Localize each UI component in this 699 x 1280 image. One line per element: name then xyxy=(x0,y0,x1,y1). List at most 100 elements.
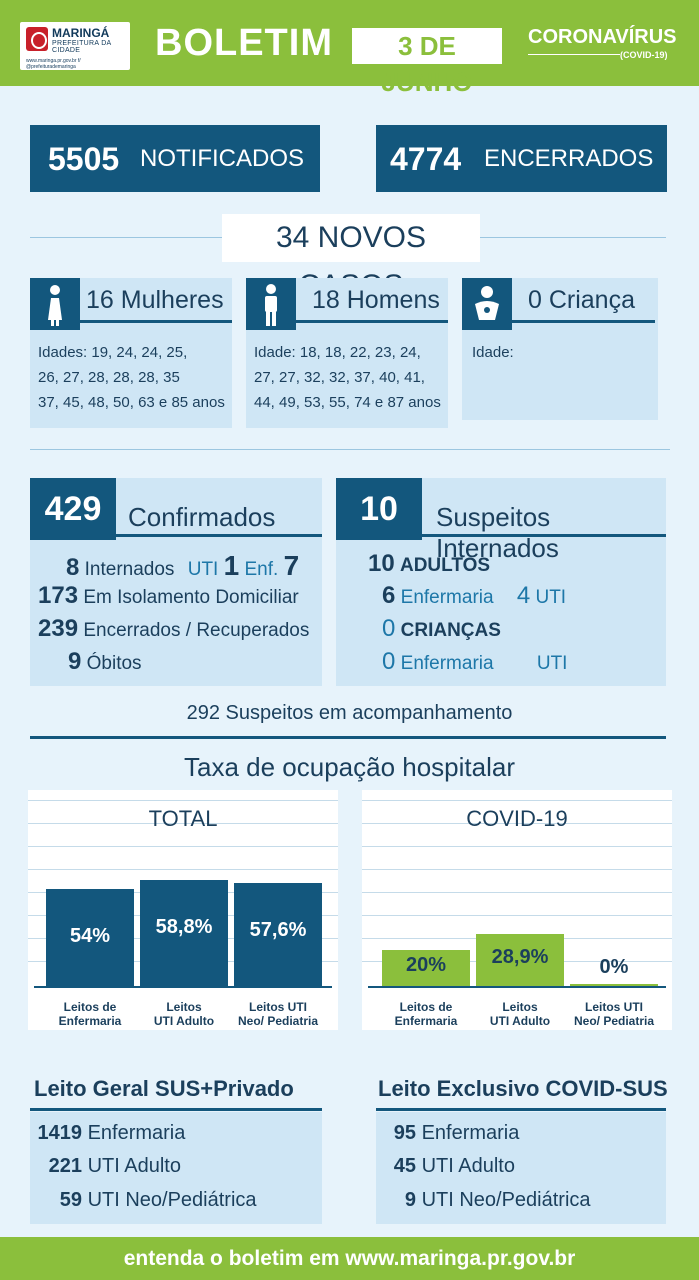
underline xyxy=(80,320,232,323)
ages-line: 44, 49, 53, 55, 74 e 87 anos xyxy=(254,394,441,411)
list-item: 95 Enfermaria xyxy=(376,1122,520,1145)
internados-label: Internados xyxy=(84,559,175,580)
criancas-susp-label: CRIANÇAS xyxy=(400,620,501,641)
adultos-enf-count: 6 xyxy=(382,582,396,609)
prefeitura-logo[interactable]: MARINGÁ PREFEITURA DA CIDADE www.maringa… xyxy=(20,22,130,70)
criancas-susp-count: 0 xyxy=(382,615,396,642)
uti-label: UTI xyxy=(187,559,219,580)
adultos-uti-label: UTI xyxy=(535,587,567,608)
recuperados-count: 239 xyxy=(38,615,79,642)
chart-title: COVID-19 xyxy=(466,806,568,831)
recuperados-row: 239 Encerrados / Recuperados xyxy=(38,615,309,643)
confirmados-count: 429 xyxy=(30,478,116,540)
chart-bar xyxy=(382,950,470,986)
underline xyxy=(512,320,655,323)
grid-line xyxy=(362,869,672,870)
grid-line xyxy=(362,823,672,824)
ages-line: 26, 27, 28, 28, 28, 35 xyxy=(38,369,180,386)
bar-value-label: 20% xyxy=(405,954,447,977)
bar-value-label: 57,6% xyxy=(249,918,307,941)
obitos-row: 9 Óbitos xyxy=(68,648,142,676)
page-title: BOLETIM xyxy=(155,22,333,64)
criancas-count: 0 Criança xyxy=(528,286,635,314)
criancas-row: 0 CRIANÇAS xyxy=(382,615,501,643)
grid-line xyxy=(362,892,672,893)
chart-covid: COVID-19 20% Leitos de Enfermaria 28,9% Leito… xyxy=(362,790,672,1030)
ages-line: Idades: 19, 24, 24, 25, xyxy=(38,344,188,361)
notificados-tile: 5505 NOTIFICADOS xyxy=(30,125,320,192)
leito-exclusivo-heading: Leito Exclusivo COVID-SUS xyxy=(378,1076,668,1101)
baby-icon xyxy=(462,278,512,330)
underline xyxy=(376,1108,666,1111)
bar-value-label: 0% xyxy=(599,956,629,978)
criancas-enfermaria-row: 0 Enfermaria UTI xyxy=(382,648,567,676)
ages-line: 27, 27, 32, 32, 37, 40, 41, xyxy=(254,369,425,386)
list-item: 45 UTI Adulto xyxy=(376,1155,515,1178)
list-item: 59 UTI Neo/Pediátrica xyxy=(30,1189,257,1212)
leito-count: 9 xyxy=(404,1189,416,1211)
leito-count: 45 xyxy=(393,1155,416,1177)
chart-bar xyxy=(570,984,658,986)
underline xyxy=(422,534,666,537)
recuperados-label: Encerrados / Recuperados xyxy=(83,620,310,641)
x-tick-label: Leitos UTI Adulto xyxy=(153,1000,215,1028)
list-item: 1419 Enfermaria xyxy=(30,1122,186,1145)
divider xyxy=(30,736,666,739)
bar-value-label: 58,8% xyxy=(155,916,213,939)
leito-label: UTI Adulto xyxy=(87,1155,181,1177)
bulletin-date: 3 DE JUNHO xyxy=(352,28,502,97)
adultos-enf-label: Enfermaria xyxy=(400,587,494,608)
underline xyxy=(116,534,322,537)
ages-line: 37, 45, 48, 50, 63 e 85 anos xyxy=(38,394,225,411)
internados-row: 8 Internados UTI 1 Enf. 7 xyxy=(66,550,299,582)
x-tick-label: Leitos UTI Neo/ Pediatria xyxy=(573,1000,655,1028)
novos-casos-heading: 34 NOVOS CASOS xyxy=(222,214,480,302)
enf-count: 7 xyxy=(283,550,300,581)
criancas-box: 0 Criança Idade: xyxy=(462,278,658,420)
underline xyxy=(296,320,448,323)
suspeitos-count: 10 xyxy=(336,478,422,540)
adultos-uti-count: 4 xyxy=(516,582,531,609)
x-tick-label: Leitos UTI Adulto xyxy=(489,1000,551,1028)
adultos-label: ADULTOS xyxy=(399,555,491,576)
leito-label: UTI Adulto xyxy=(421,1155,515,1177)
leito-count: 221 xyxy=(48,1155,82,1177)
grid-line xyxy=(28,823,338,824)
header-divider xyxy=(528,54,620,55)
homens-box: 18 Homens Idade: 18, 18, 22, 23, 24, 27,… xyxy=(246,278,448,428)
uti-count: 1 xyxy=(223,550,240,581)
grid-line xyxy=(28,800,338,801)
list-item: 9 UTI Neo/Pediátrica xyxy=(376,1189,591,1212)
adultos-row: 10 ADULTOS xyxy=(368,550,490,578)
leito-count: 59 xyxy=(59,1189,82,1211)
leito-geral-list: 1419 Enfermaria 221 UTI Adulto 59 UTI Ne… xyxy=(30,1112,322,1224)
leito-geral-heading: Leito Geral SUS+Privado xyxy=(34,1076,294,1101)
footer-link[interactable]: entenda o boletim em www.maringa.pr.gov.… xyxy=(0,1237,699,1280)
covid-label: (COVID-19) xyxy=(620,50,668,60)
confirmados-block: 429 Confirmados 8 Internados UTI 1 Enf. … xyxy=(30,478,322,686)
chart-bar xyxy=(140,880,228,986)
chart-bar xyxy=(234,882,322,986)
x-tick-label: Leitos UTI Neo/ Pediatria xyxy=(237,1000,319,1028)
grid-line xyxy=(362,800,672,801)
grid-line xyxy=(362,846,672,847)
criancas-uti-label: UTI xyxy=(536,653,568,674)
encerrados-label: ENCERRADOS xyxy=(484,145,654,172)
ages-line: Idade: xyxy=(472,344,514,361)
suspeitos-acompanhamento: 292 Suspeitos em acompanhamento xyxy=(186,702,513,724)
leito-label: Enfermaria xyxy=(421,1122,520,1144)
notificados-label: NOTIFICADOS xyxy=(140,145,305,172)
isolamento-row: 173 Em Isolamento Domiciliar xyxy=(38,582,299,610)
x-tick-label: Leitos de Enfermaria xyxy=(58,1000,122,1028)
logo-name: MARINGÁ xyxy=(52,26,110,40)
chart-title: TOTAL xyxy=(148,806,218,831)
grid-line xyxy=(28,846,338,847)
encerrados-tile: 4774 ENCERRADOS xyxy=(376,125,667,192)
suspeitos-block: 10 Suspeitos Internados 10 ADULTOS 6 Enf… xyxy=(336,478,666,686)
divider xyxy=(30,449,670,450)
mulheres-box: 16 Mulheres Idades: 19, 24, 24, 25, 26, … xyxy=(30,278,232,428)
grid-line xyxy=(28,869,338,870)
ages-line: Idade: 18, 18, 22, 23, 24, xyxy=(254,344,421,361)
leito-count: 1419 xyxy=(37,1122,83,1144)
coronavirus-label: CORONAVÍRUS xyxy=(528,26,677,48)
